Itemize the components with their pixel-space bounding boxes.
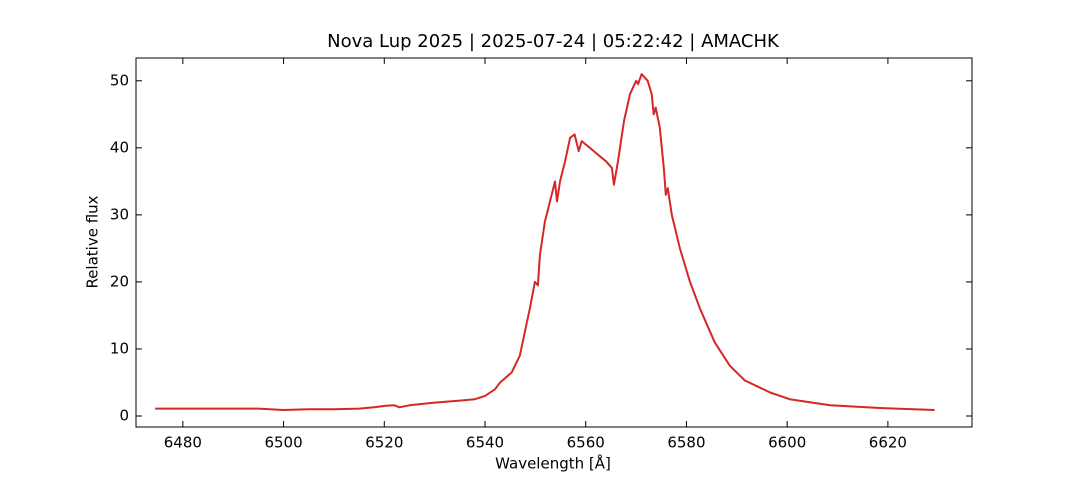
x-tick-label: 6620 [869, 434, 907, 452]
y-tick-label: 40 [110, 138, 129, 156]
spectrum-line [155, 73, 935, 411]
x-tick-label: 6560 [567, 434, 605, 452]
y-tick-label: 0 [119, 407, 129, 425]
y-tick-label: 50 [110, 71, 129, 89]
y-tick-label: 20 [110, 272, 129, 290]
chart-title: Nova Lup 2025 | 2025-07-24 | 05:22:42 | … [327, 31, 780, 52]
x-axis-label: Wavelength [Å] [495, 454, 611, 473]
x-tick-label: 6520 [365, 434, 403, 452]
plot-frame [135, 57, 973, 428]
x-tick-label: 6600 [768, 434, 806, 452]
x-tick-label: 6480 [164, 434, 202, 452]
x-tick-label: 6540 [466, 434, 504, 452]
x-tick-label: 6580 [667, 434, 705, 452]
y-axis-label: Relative flux [84, 195, 102, 288]
y-tick-label: 10 [110, 339, 129, 357]
y-tick-label: 30 [110, 205, 129, 223]
x-tick-label: 6500 [264, 434, 302, 452]
